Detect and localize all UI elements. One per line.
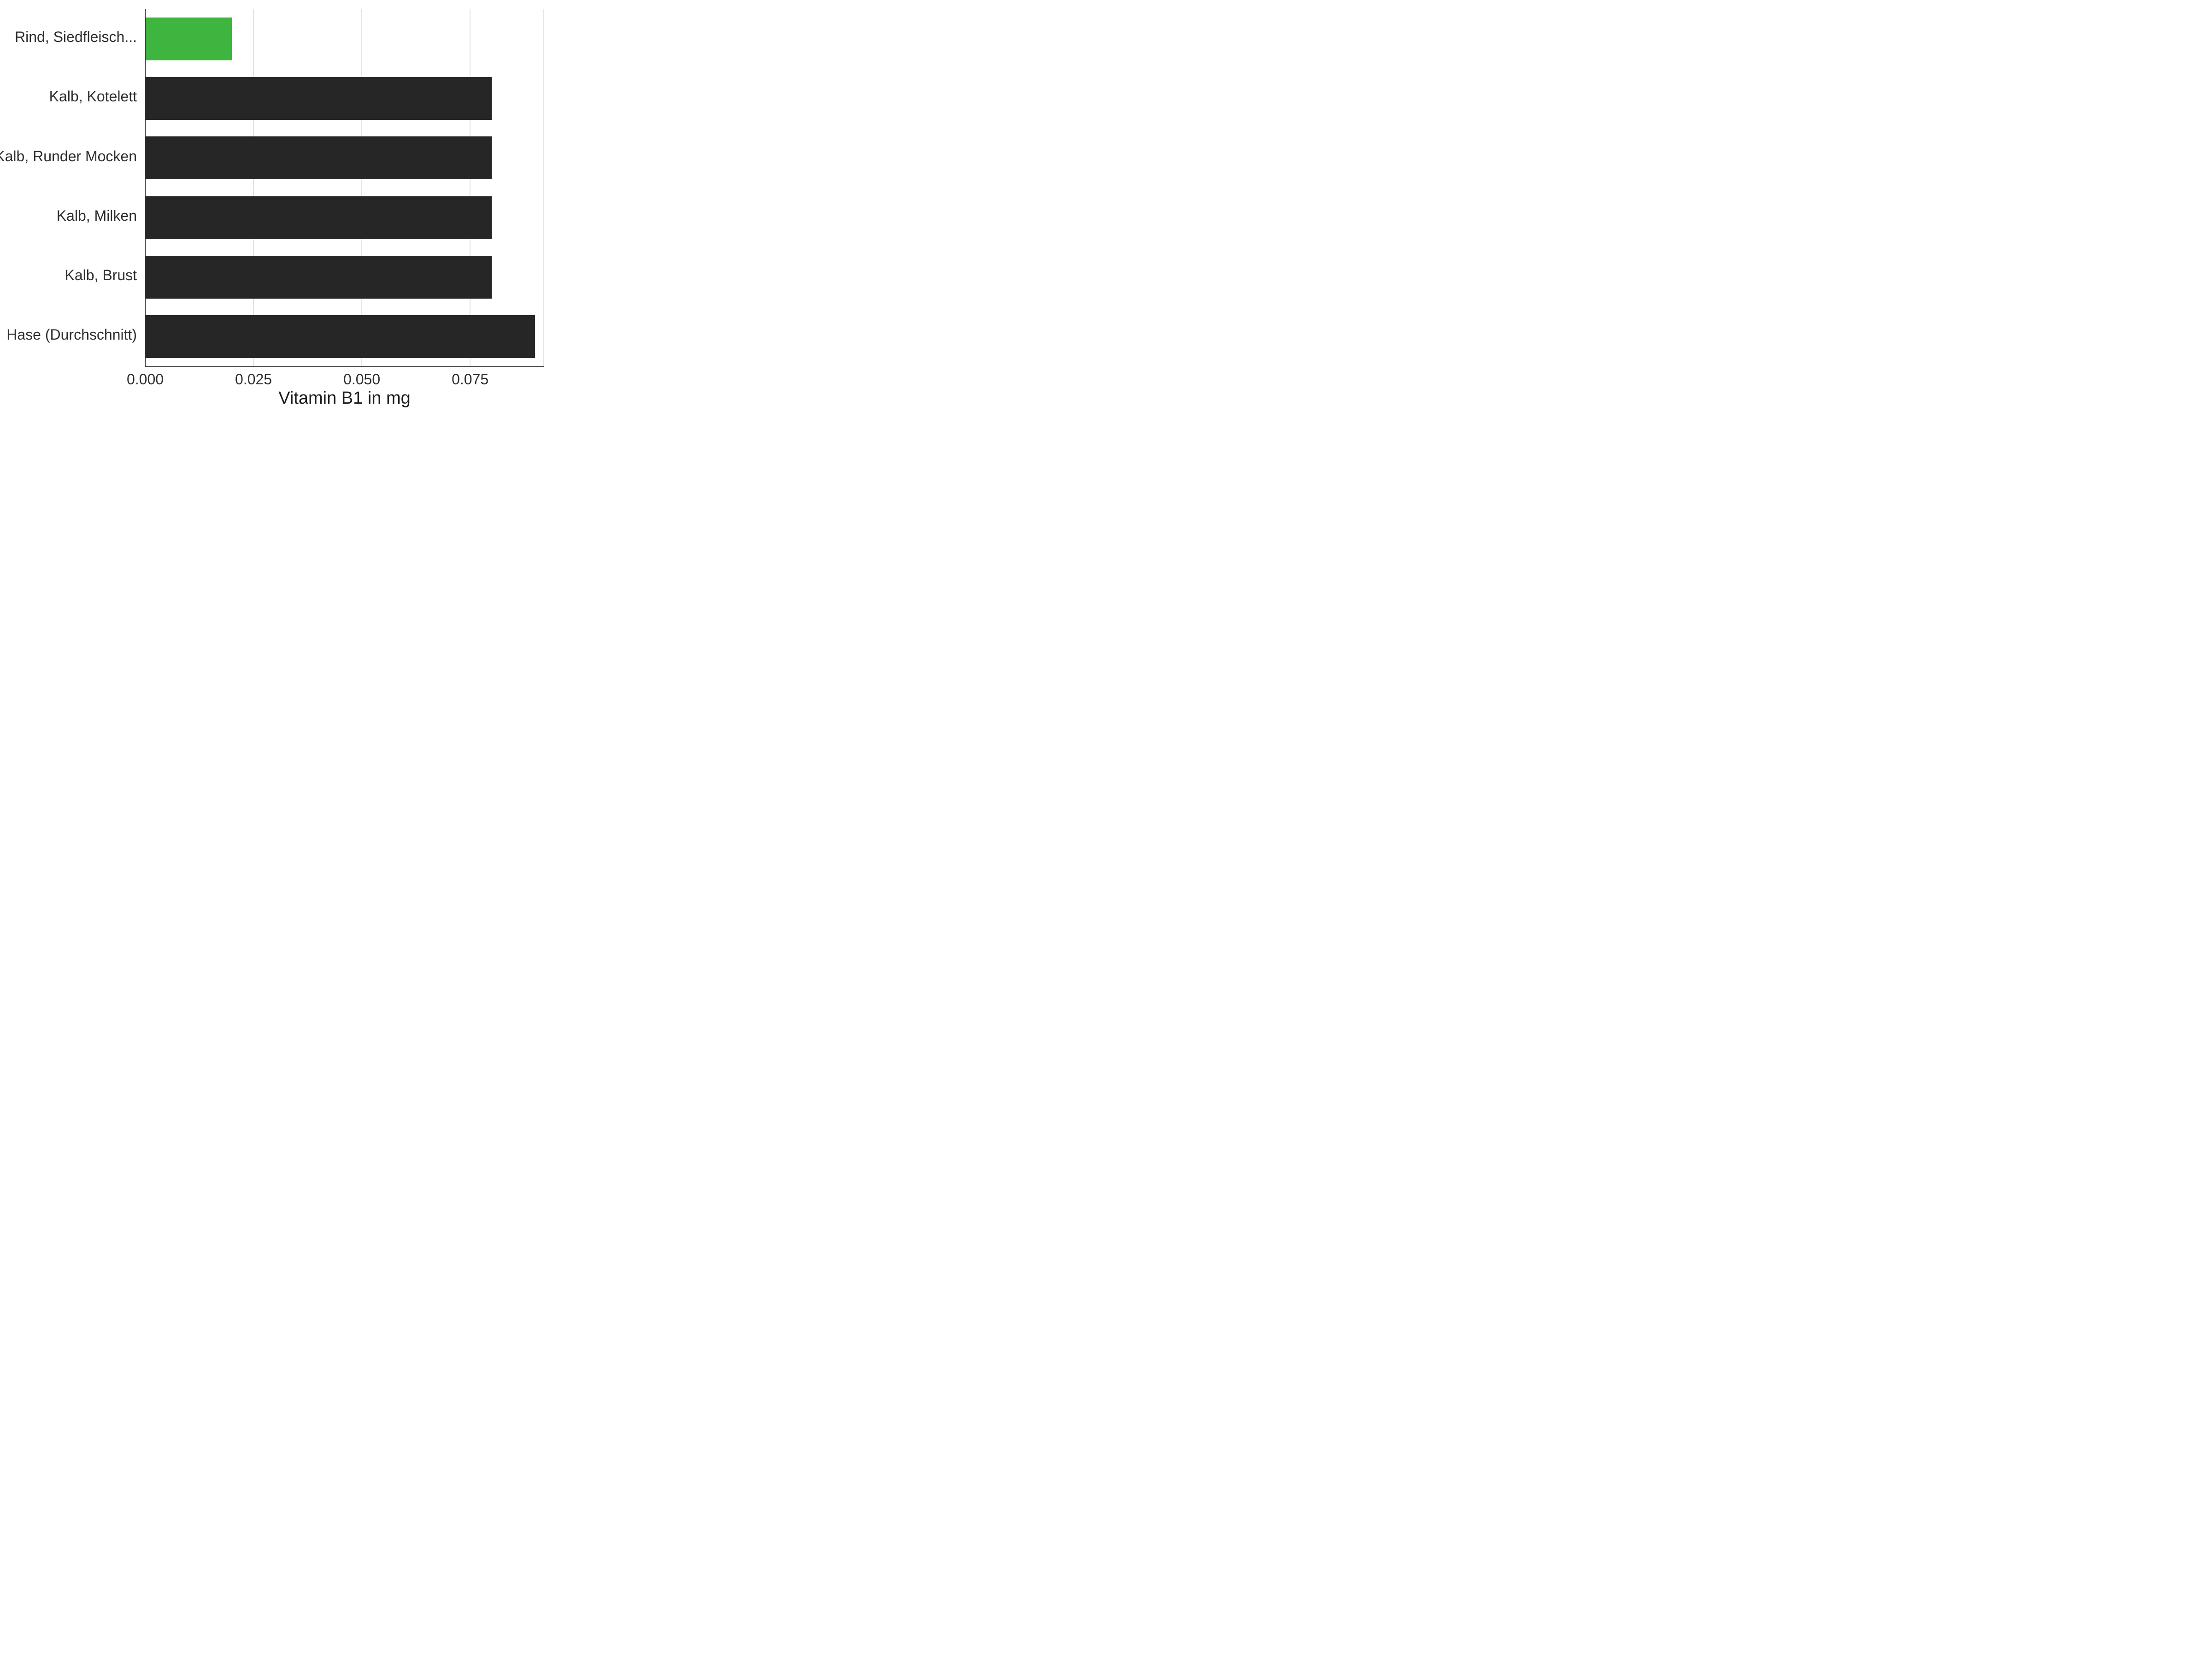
bar — [145, 136, 492, 179]
y-category-label: Hase (Durchschnitt) — [6, 326, 137, 343]
y-category-label: Rind, Siedfleisch... — [15, 29, 137, 46]
y-category-label: Kalb, Kotelett — [49, 88, 137, 105]
vitamin-b1-bar-chart: 0.000 0.025 0.050 0.075 Rind, Siedfleisch...… — [0, 0, 553, 415]
y-category-label: Kalb, Milken — [57, 207, 137, 224]
bar — [145, 18, 232, 60]
bar — [145, 315, 535, 358]
y-category-label: Kalb, Brust — [65, 267, 137, 284]
bar — [145, 256, 492, 299]
bar — [145, 77, 492, 120]
bar — [145, 196, 492, 239]
x-tick-label: 0.000 — [127, 371, 164, 388]
y-category-label: Kalb, Runder Mocken — [0, 148, 137, 165]
x-tick-label: 0.075 — [452, 371, 488, 388]
x-axis-line — [145, 366, 544, 367]
x-axis-label: Vitamin B1 in mg — [278, 388, 411, 408]
y-axis-line — [145, 9, 146, 366]
x-tick-label: 0.050 — [343, 371, 380, 388]
x-tick-label: 0.025 — [235, 371, 272, 388]
plot-area — [145, 9, 544, 366]
